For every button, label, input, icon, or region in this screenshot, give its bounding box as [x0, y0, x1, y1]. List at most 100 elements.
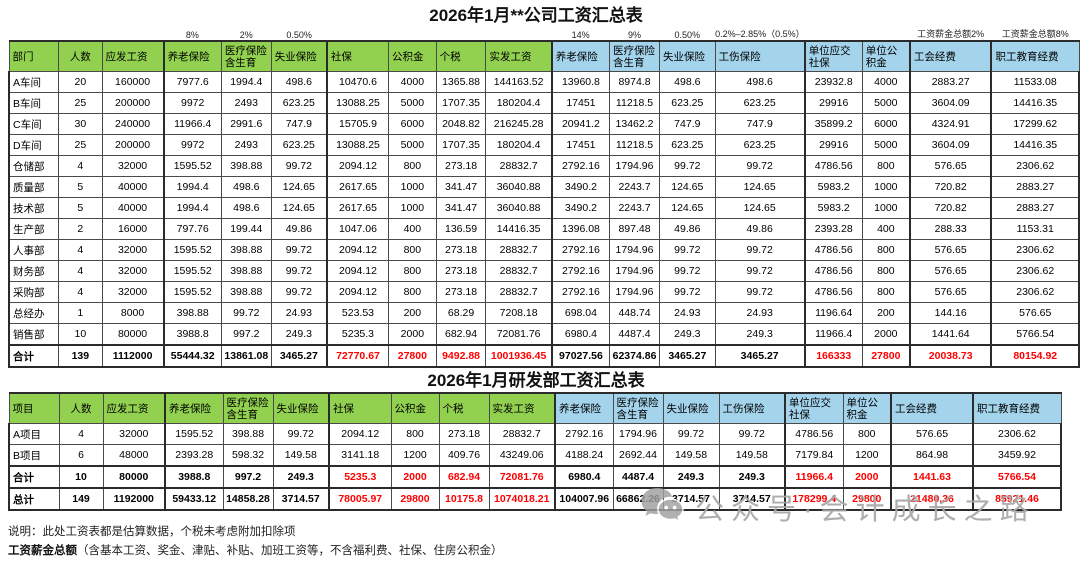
value-cell: 6980.4	[554, 465, 614, 489]
row-label: 生产部	[8, 218, 60, 240]
value-cell: 99.72	[270, 281, 328, 303]
row-label: 财务部	[8, 260, 60, 282]
row-label: B项目	[8, 444, 60, 467]
watermark-text: 公众号·会计成长之路	[695, 494, 1036, 526]
header-cell: 单位公积金	[861, 40, 911, 72]
value-cell: 7977.6	[163, 71, 222, 93]
rate-label: 工资薪金总额2%	[909, 27, 992, 41]
value-cell: 5983.2	[804, 197, 863, 219]
value-cell: 1074018.21	[488, 487, 556, 511]
value-cell: 240000	[101, 113, 165, 135]
value-cell: 216245.28	[485, 113, 553, 135]
header-cell: 养老保险	[164, 392, 224, 424]
value-cell: 2048.82	[435, 113, 487, 135]
value-cell: 623.25	[714, 134, 806, 156]
value-cell: 27800	[861, 344, 911, 368]
row-label: 总经办	[8, 302, 60, 324]
value-cell: 747.9	[714, 113, 806, 135]
value-cell: 13088.25	[326, 92, 390, 114]
value-cell: 99.72	[220, 302, 272, 324]
value-cell: 1595.52	[164, 423, 224, 445]
note-line1: 说明：此处工资表都是估算数据，个税未考虑附加扣除项	[8, 526, 296, 538]
value-cell: 99.72	[718, 423, 786, 445]
value-cell: 2792.16	[551, 155, 611, 177]
value-cell: 2094.12	[326, 155, 390, 177]
value-cell: 400	[388, 218, 437, 240]
data-row: C车间 30 240000 11966.4 2991.6 747.9 15705.9 6000…	[8, 113, 1080, 135]
value-cell: 24.93	[270, 302, 328, 324]
value-cell: 5000	[388, 92, 437, 114]
value-cell: 17299.62	[990, 113, 1080, 135]
total-row: 合计 139 1112000 55444.32 13861.08 3465.27 72770…	[8, 344, 1080, 368]
value-cell: 80000	[102, 465, 166, 489]
value-cell: 32000	[101, 239, 165, 261]
value-cell: 10470.6	[326, 71, 390, 93]
value-cell: 1794.96	[612, 423, 664, 445]
header-cell: 单位公积金	[842, 392, 892, 424]
rate-label	[102, 27, 164, 41]
value-cell: 14416.35	[485, 218, 553, 240]
value-cell: 1000	[861, 197, 911, 219]
value-cell: 40000	[101, 176, 165, 198]
rate-label	[388, 27, 437, 41]
value-cell: 97027.56	[551, 344, 611, 368]
rate-label	[58, 27, 103, 41]
value-cell: 99.72	[659, 281, 716, 303]
rate-label	[9, 27, 59, 41]
header-cell: 失业保险	[270, 40, 328, 72]
value-cell: 2792.16	[554, 423, 614, 445]
value-cell: 2000	[842, 465, 892, 489]
value-cell: 5983.2	[804, 176, 863, 198]
value-cell: 99.72	[662, 423, 720, 445]
data-row: 生产部 2 16000 797.76 199.44 49.86 1047.06 400 136.…	[8, 218, 1080, 240]
value-cell: 99.72	[714, 239, 806, 261]
value-cell: 149.58	[718, 444, 786, 467]
value-cell: 124.65	[714, 176, 806, 198]
data-row: 财务部 4 32000 1595.52 398.88 99.72 2094.12 800 273…	[8, 260, 1080, 282]
value-cell: 1794.96	[609, 155, 660, 177]
value-cell: 800	[390, 423, 440, 445]
value-cell: 3604.09	[909, 92, 993, 114]
value-cell: 249.3	[272, 465, 330, 489]
value-cell: 20	[58, 71, 103, 93]
value-cell: 2493	[220, 134, 272, 156]
value-cell: 1112000	[101, 344, 165, 368]
value-cell: 398.88	[222, 423, 274, 445]
value-cell: 1000	[388, 176, 437, 198]
value-cell: 498.6	[659, 71, 716, 93]
value-cell: 6	[58, 444, 104, 467]
header-cell: 养老保险	[163, 40, 222, 72]
value-cell: 498.6	[714, 71, 806, 93]
rate-label: 9%	[609, 27, 660, 41]
value-cell: 1441.64	[909, 323, 993, 346]
value-cell: 523.53	[326, 302, 390, 324]
value-cell: 4	[58, 423, 104, 445]
value-cell: 4000	[388, 71, 437, 93]
value-cell: 623.25	[659, 92, 716, 114]
header-cell: 工会经费	[909, 40, 993, 72]
value-cell: 4	[58, 260, 103, 282]
data-row: 销售部 10 80000 3988.8 997.2 249.3 5235.3 2000 682.…	[8, 323, 1080, 346]
value-cell: 13861.08	[220, 344, 272, 368]
value-cell: 24.93	[714, 302, 806, 324]
data-row: 仓储部 4 32000 1595.52 398.88 99.72 2094.12 800 273…	[8, 155, 1080, 177]
value-cell: 36040.88	[485, 197, 553, 219]
value-cell: 576.65	[909, 239, 993, 261]
row-label: 销售部	[8, 323, 60, 346]
value-cell: 32000	[102, 423, 166, 445]
header-cell: 个税	[438, 392, 490, 424]
value-cell: 160000	[101, 71, 165, 93]
value-cell: 14416.35	[990, 92, 1080, 114]
value-cell: 24.93	[659, 302, 716, 324]
value-cell: 3714.57	[718, 487, 786, 511]
value-cell: 15705.9	[326, 113, 390, 135]
value-cell: 1192000	[102, 487, 166, 511]
value-cell: 1994.4	[220, 71, 272, 93]
header-cell: 养老保险	[554, 392, 614, 424]
value-cell: 4786.56	[804, 155, 863, 177]
value-cell: 200000	[101, 92, 165, 114]
value-cell: 5000	[861, 134, 911, 156]
value-cell: 498.6	[220, 197, 272, 219]
note-line2-term: 工资薪金总额	[8, 545, 77, 557]
rates-row: 8% 2% 0.50% 14% 9% 0.50% 0.2%–2.85%（0.5%） 工资薪金总…	[9, 27, 1079, 41]
